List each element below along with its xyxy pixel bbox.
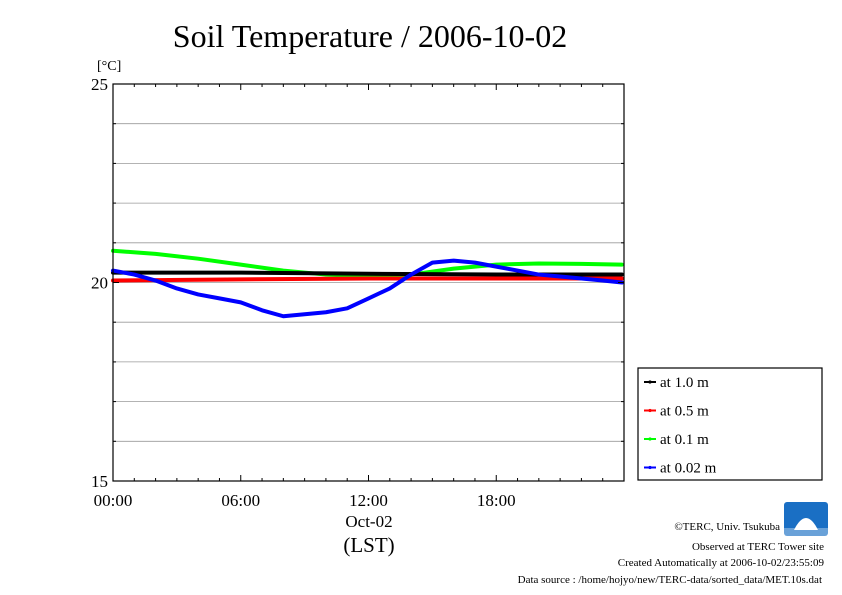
data-point [239,263,243,267]
legend-label: at 1.0 m [660,375,709,391]
data-point [366,296,371,300]
data-point [494,265,498,269]
terc-logo-drop-icon [794,518,818,530]
data-point [620,263,624,267]
data-point [345,306,349,310]
y-axis-ticks: 15 20 25 [91,75,624,491]
y-tick-label: 15 [91,472,108,491]
data-point [430,261,434,265]
data-point [494,272,498,277]
y-axis-unit: [°C] [97,59,121,74]
data-point [281,314,285,318]
created-text: Created Automatically at 2006-10-02/23:5… [618,557,825,569]
data-point [239,270,243,275]
data-point [196,257,200,261]
data-point [515,268,520,273]
y-tick-label: 25 [91,75,108,94]
data-point [620,272,624,277]
copyright-text: ©TERC, Univ. Tsukuba [674,521,780,533]
data-point [217,296,222,300]
gridlines [113,123,624,442]
x-axis-ticks: 00:00 06:00 12:00 18:00 [94,84,625,510]
data-point [452,267,456,271]
data-point [175,286,179,291]
data-point [579,276,584,281]
legend-label: at 0.1 m [660,432,709,448]
x-tick-label: 00:00 [94,491,133,510]
chart-title: Soil Temperature / 2006-10-02 [173,18,567,54]
data-point [260,308,264,312]
x-axis-label: (LST) [343,533,394,557]
observed-text: Observed at TERC Tower site [692,541,824,553]
data-point [601,278,605,283]
data-point [579,262,584,266]
data-source-text: Data source : /home/hojyo/new/TERC-data/… [518,574,822,586]
legend-marker [648,408,652,413]
series-line-at-0-02-m [111,258,624,319]
data-point [153,252,158,256]
legend: at 1.0 m at 0.5 m at 0.1 m at 0.02 m [637,367,823,481]
legend-marker [648,380,652,384]
data-point [239,277,243,281]
data-point [558,274,562,279]
x-tick-label: 06:00 [221,491,260,510]
legend-box [637,367,823,481]
legend-label: at 0.02 m [660,461,717,477]
data-point [537,261,541,266]
data-point [366,272,371,276]
x-axis-date-label: Oct-02 [345,512,392,531]
data-point [537,272,541,277]
data-point [132,272,136,277]
series-lines [111,248,624,319]
terc-logo [784,502,828,536]
data-point [620,276,624,281]
data-point [153,278,158,283]
legend-marker [648,465,652,470]
data-point [196,292,200,297]
y-tick-label: 20 [91,274,108,293]
legend-label: at 0.5 m [660,404,709,420]
data-point [388,286,392,291]
data-point [303,312,307,316]
x-tick-label: 12:00 [349,491,388,510]
legend-marker [648,437,652,441]
data-point [324,310,328,314]
data-point [494,276,498,281]
data-point [409,272,413,277]
x-tick-label: 18:00 [477,491,516,510]
data-point [452,259,456,263]
data-point [366,276,371,281]
data-point [473,261,477,265]
data-point [239,300,243,304]
